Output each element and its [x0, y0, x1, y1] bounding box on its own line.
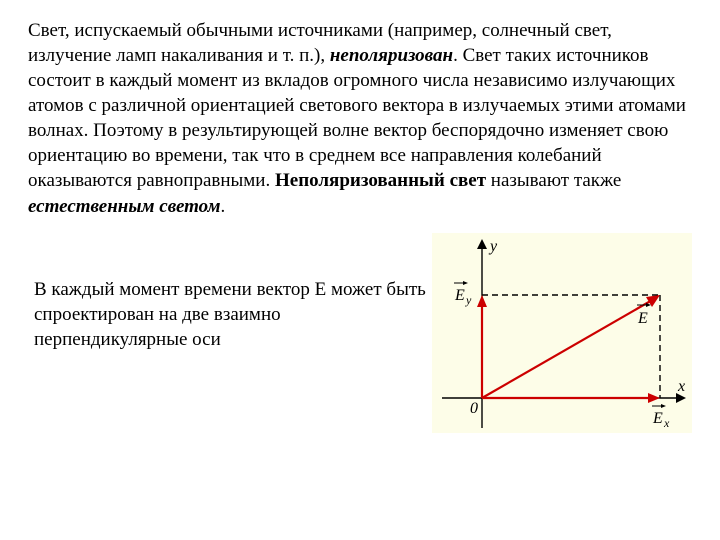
p1-seg6-natural-light: естественным светом [28, 196, 220, 217]
p1-seg2-unpolarized: неполяризован [330, 45, 453, 66]
p2-text: В каждый момент времени вектор E может б… [34, 279, 426, 350]
label-Ey-sub: y [465, 293, 472, 307]
vector-projection-figure: y x 0 E E x E y [432, 233, 692, 433]
label-Ex: E [652, 410, 663, 427]
paragraph-1: Свет, испускаемый обычными источниками (… [28, 18, 692, 219]
row-figure-and-caption: В каждый момент времени вектор E может б… [28, 233, 692, 433]
p1-seg7: . [220, 196, 225, 217]
p1-seg4-unpolarized-light: Неполяризованный свет [275, 170, 486, 191]
label-x-axis: x [677, 378, 685, 395]
label-E: E [637, 310, 648, 327]
label-y-axis: y [488, 238, 498, 255]
paragraph-2: В каждый момент времени вектор E может б… [28, 233, 426, 352]
slide-page: Свет, испускаемый обычными источниками (… [0, 0, 720, 540]
p1-seg5: называют также [486, 170, 621, 191]
label-origin: 0 [470, 400, 478, 417]
label-Ey: E [454, 287, 465, 304]
label-Ex-sub: x [663, 416, 670, 430]
